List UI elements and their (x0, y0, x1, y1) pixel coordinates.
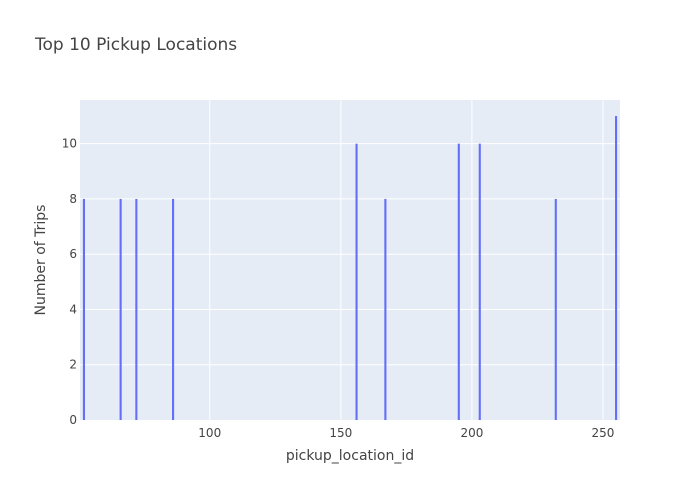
x-axis-title: pickup_location_id (286, 448, 414, 464)
y-tick-label: 10 (62, 137, 77, 151)
bar-52[interactable] (82, 198, 85, 420)
plot-area (80, 100, 620, 420)
bar-86[interactable] (172, 198, 175, 420)
x-tick-label: 250 (592, 426, 615, 440)
x-tick-label: 100 (198, 426, 221, 440)
bar-203[interactable] (478, 143, 481, 420)
x-tick-labels: 100 150 200 250 (198, 426, 614, 440)
y-tick-label: 6 (69, 247, 77, 261)
y-tick-label: 0 (69, 413, 77, 427)
y-tick-label: 2 (69, 358, 77, 372)
y-tick-label: 4 (69, 302, 77, 316)
chart-title: Top 10 Pickup Locations (34, 35, 237, 55)
x-tick-label: 200 (460, 426, 483, 440)
y-tick-label: 8 (69, 192, 77, 206)
bar-66[interactable] (119, 198, 122, 420)
y-tick-labels: 0 2 4 6 8 10 (62, 137, 77, 427)
bar-255[interactable] (615, 116, 618, 420)
y-axis-title: Number of Trips (33, 205, 49, 316)
bar-156[interactable] (355, 143, 358, 420)
bars (82, 116, 618, 420)
bar-232[interactable] (554, 198, 557, 420)
x-tick-label: 150 (329, 426, 352, 440)
bar-72[interactable] (135, 198, 138, 420)
bar-195[interactable] (457, 143, 460, 420)
bar-167[interactable] (384, 198, 387, 420)
gridlines (80, 100, 620, 420)
